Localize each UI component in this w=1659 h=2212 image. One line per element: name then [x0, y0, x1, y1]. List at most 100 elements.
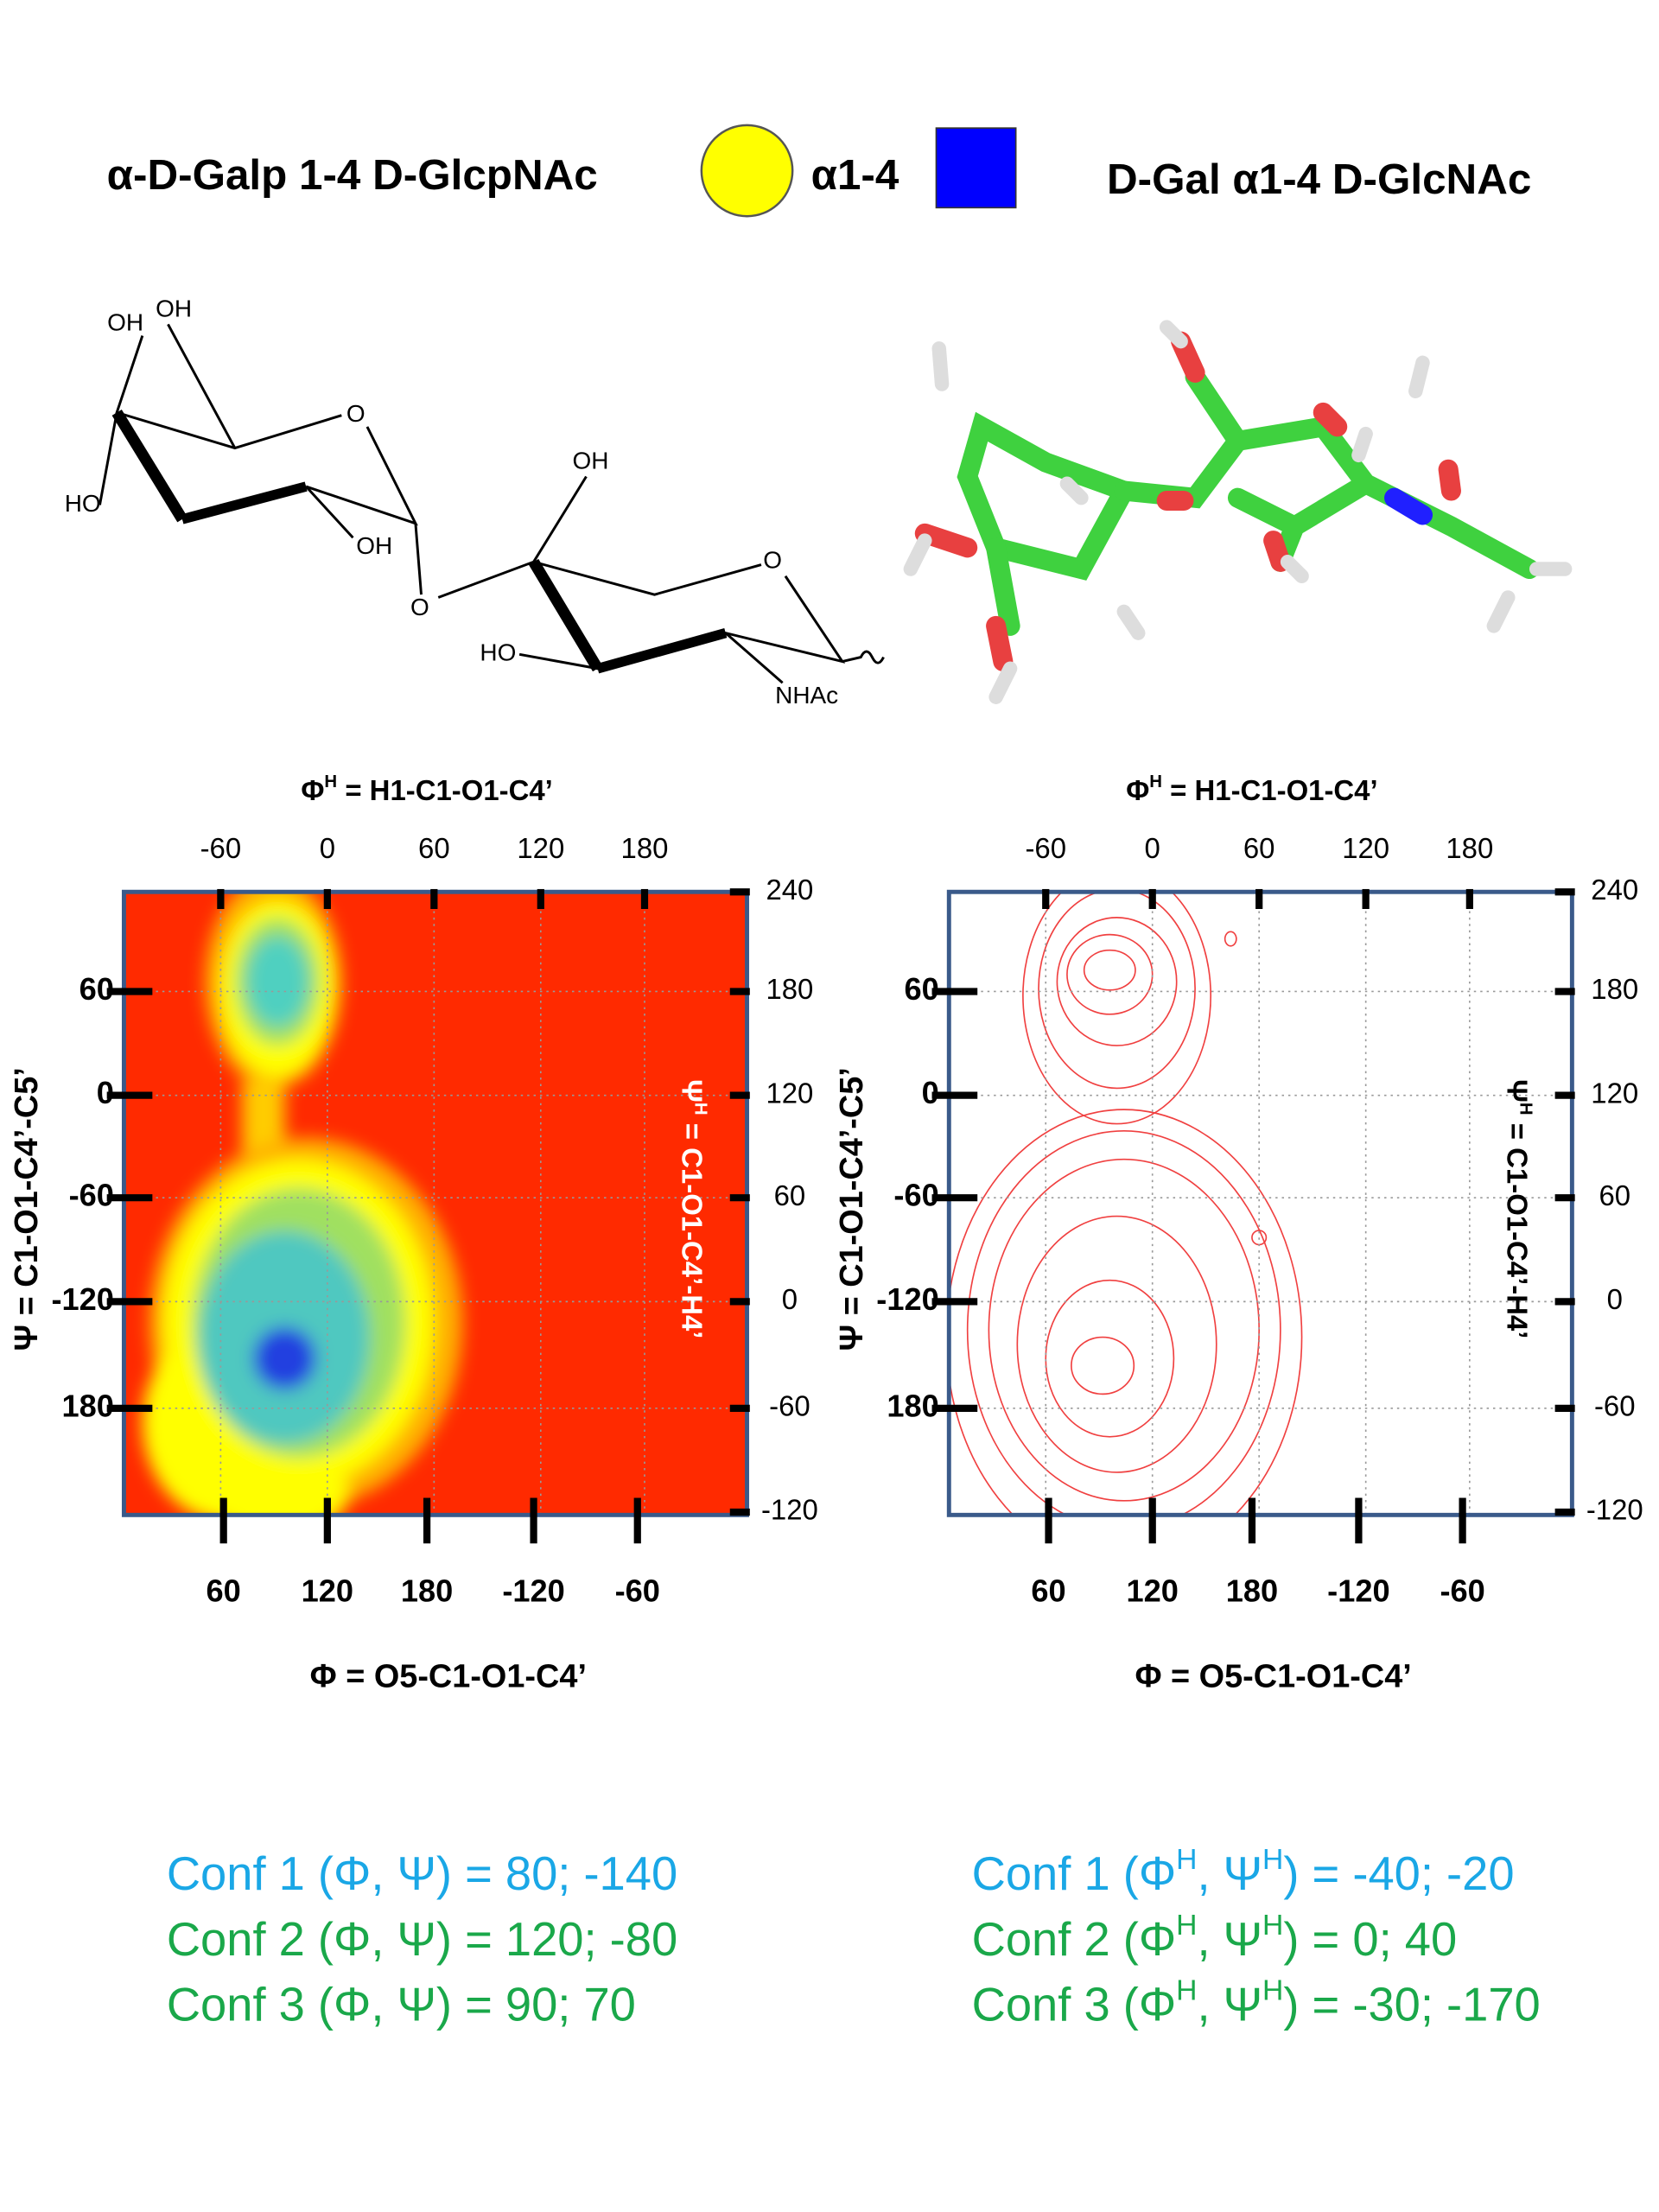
right-tick-label: 240	[1591, 874, 1638, 906]
heatmap	[124, 892, 747, 1516]
right-axis-label-sup: H	[1516, 1103, 1535, 1116]
right-axis-label: ΨH = C1-O1-C4’-H4’	[1502, 1079, 1535, 1338]
left-tick-label: 0	[922, 1075, 939, 1110]
right-tick-label: -60	[1594, 1390, 1636, 1422]
top-tick-label: 60	[418, 832, 450, 864]
conformation: Conf 3 (Φ, Ψ) = 90; 70	[167, 1979, 636, 2031]
right-axis-label-part: Ψ	[1502, 1079, 1534, 1103]
top-tick-label: 180	[1446, 832, 1493, 864]
top-axis-label-part: = H1-C1-O1-C4’	[337, 774, 553, 806]
conformation-part: Conf 3 (Φ	[972, 1979, 1177, 2031]
atom-label: HO	[65, 490, 101, 517]
top-tick-label: 60	[1243, 832, 1275, 864]
contour-plot	[949, 892, 1573, 1516]
bottom-tick-label: -120	[502, 1573, 564, 1608]
right-tick-label: 240	[766, 874, 813, 906]
atom-label: NHAc	[775, 682, 838, 709]
right-axis-label-part: = C1-O1-C4’-H4’	[1502, 1116, 1534, 1339]
top-tick-label: 0	[320, 832, 335, 864]
top-axis-label-sup: H	[324, 772, 337, 791]
bottom-axis-label: Φ = O5-C1-O1-C4’	[310, 1659, 587, 1695]
right-tick-label: 60	[774, 1179, 806, 1211]
conformation-part: , Ψ	[1197, 1913, 1262, 1966]
left-tick-label: 60	[904, 971, 938, 1007]
atom-label: OH	[356, 532, 392, 559]
linkage: α1-4	[811, 151, 899, 199]
right-tick-label: 180	[766, 973, 813, 1005]
right-axis-label: ΨH = C1-O1-C4’-H4’	[677, 1079, 709, 1338]
right-tick-label: 60	[1599, 1179, 1630, 1211]
right-tick-label: -120	[761, 1494, 818, 1526]
top-axis-label-part: = H1-C1-O1-C4’	[1162, 774, 1378, 806]
left-tick-label: 180	[62, 1388, 114, 1423]
right-tick-label: 0	[1607, 1283, 1623, 1315]
top-tick-label: 180	[621, 832, 669, 864]
galactose-symbol	[700, 124, 794, 218]
chemical-structure	[98, 323, 885, 684]
bottom-tick-label: -60	[1440, 1573, 1484, 1608]
left-tick-label: -60	[69, 1178, 114, 1213]
header-right: D-Gal α1-4 D-GlcNAc	[1107, 156, 1531, 203]
bottom-tick-label: 180	[401, 1573, 453, 1608]
right-tick-label: 180	[1591, 973, 1638, 1005]
bottom-tick-label: -120	[1327, 1573, 1389, 1608]
conformation: Conf 3 (ΦH, ΨH) = -30; -170	[972, 1975, 1541, 2031]
top-axis-label: ΦH = H1-C1-O1-C4’	[1126, 772, 1377, 805]
left-tick-label: -120	[876, 1281, 938, 1317]
left-axis-label: Ψ = C1-O1-C4’-C5’	[834, 1067, 870, 1351]
right-axis-label-sup: H	[690, 1103, 709, 1116]
conformation-sup: H	[1176, 1910, 1197, 1942]
atom-label: OH	[572, 447, 608, 474]
conformation-sup: H	[1262, 1975, 1283, 2007]
top-tick-label: 120	[1342, 832, 1389, 864]
atom-label: O	[763, 547, 782, 574]
top-axis-label-part: Φ	[301, 774, 324, 806]
left-tick-label: -60	[893, 1178, 938, 1213]
bottom-axis-label: Φ = O5-C1-O1-C4’	[1135, 1659, 1411, 1695]
atom-label: HO	[480, 639, 516, 666]
conformation-part: Conf 2 (Φ, Ψ) = 120; -80	[167, 1913, 677, 1966]
left-tick-label: -120	[51, 1281, 113, 1317]
conformation-sup: H	[1176, 1845, 1197, 1877]
conformation-part: ) = -30; -170	[1283, 1979, 1540, 2031]
top-tick-label: -60	[200, 832, 242, 864]
right-tick-label: -120	[1586, 1494, 1643, 1526]
bottom-tick-label: 60	[207, 1573, 241, 1608]
top-tick-label: 120	[517, 832, 564, 864]
right-axis-label-part: Ψ	[677, 1079, 709, 1103]
left-tick-label: 0	[97, 1075, 114, 1110]
conformation: Conf 2 (Φ, Ψ) = 120; -80	[167, 1913, 677, 1966]
conformation-sup: H	[1176, 1975, 1197, 2007]
conformation-sup: H	[1262, 1910, 1283, 1942]
top-tick-label: -60	[1025, 832, 1066, 864]
right-tick-label: 120	[1591, 1077, 1638, 1109]
conformation: Conf 1 (ΦH, ΨH) = -40; -20	[972, 1845, 1515, 1901]
atom-label: O	[346, 400, 365, 427]
header-left: α-D-Galp 1-4 D-GlcpNAc	[107, 151, 598, 199]
bottom-tick-label: 120	[1127, 1573, 1179, 1608]
top-axis-label-sup: H	[1149, 772, 1162, 791]
conformation-part: ) = 0; 40	[1283, 1913, 1457, 1966]
atom-label: OH	[107, 309, 143, 336]
conformation-part: Conf 1 (Φ	[972, 1847, 1177, 1900]
right-tick-label: 120	[766, 1077, 813, 1109]
bottom-tick-label: 180	[1226, 1573, 1278, 1608]
left-axis-label: Ψ = C1-O1-C4’-C5’	[9, 1067, 45, 1351]
bottom-tick-label: 120	[302, 1573, 353, 1608]
conformation-sup: H	[1262, 1845, 1283, 1877]
bottom-tick-label: -60	[615, 1573, 660, 1608]
right-tick-label: 0	[782, 1283, 798, 1315]
conformation-part: , Ψ	[1197, 1847, 1262, 1900]
right-axis-label-part: = C1-O1-C4’-H4’	[677, 1116, 709, 1339]
conformation: Conf 2 (ΦH, ΨH) = 0; 40	[972, 1910, 1458, 1966]
atom-label: O	[410, 594, 429, 620]
left-tick-label: 60	[79, 971, 114, 1007]
conformation-part: Conf 3 (Φ, Ψ) = 90; 70	[167, 1979, 636, 2031]
conformation: Conf 1 (Φ, Ψ) = 80; -140	[167, 1847, 677, 1900]
conformation-part: , Ψ	[1197, 1979, 1262, 2031]
conformation-part: Conf 1 (Φ, Ψ) = 80; -140	[167, 1847, 677, 1900]
top-axis-label-part: Φ	[1126, 774, 1149, 806]
bottom-tick-label: 60	[1031, 1573, 1065, 1608]
conformation-part: ) = -40; -20	[1283, 1847, 1514, 1900]
